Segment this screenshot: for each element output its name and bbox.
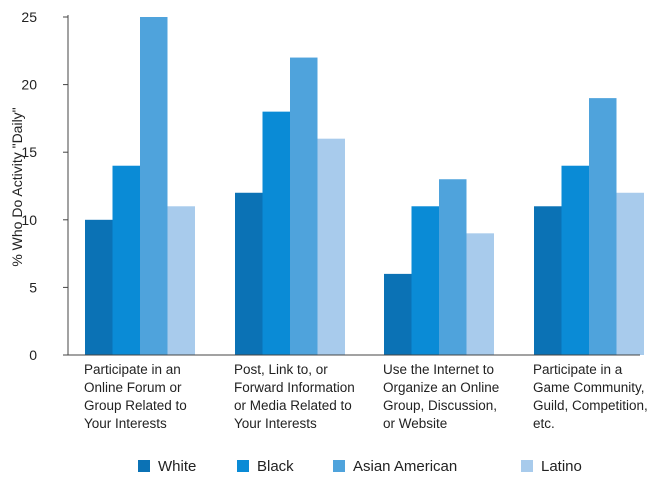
y-tick-label: 0 (29, 347, 37, 363)
category-label: Participate in a Game Community, Guild, Co… (533, 362, 648, 431)
y-tick-label: 15 (21, 144, 37, 160)
category-label-line: Forward Information (234, 380, 355, 395)
y-tick-label: 20 (21, 77, 37, 93)
legend-swatch (521, 460, 533, 472)
bar (561, 165, 589, 355)
bar (534, 206, 562, 355)
bar (466, 233, 494, 355)
category-label: Post, Link to, or Forward Information or M… (234, 362, 355, 431)
y-axis-label: % Who Do Activity "Daily" (9, 107, 25, 266)
category-label-line: Participate in an (84, 362, 181, 377)
category-label-line: etc. (533, 416, 555, 431)
category-label-line: Group, Discussion, (383, 398, 497, 413)
y-axis: 0 5 10 15 20 25 (21, 9, 69, 363)
legend-label: Asian American (353, 458, 457, 475)
bar (439, 179, 467, 355)
category-label-line: Participate in a (533, 362, 623, 377)
category-label-line: Use the Internet to (383, 362, 494, 377)
category-label-line: Game Community, (533, 380, 645, 395)
bar (85, 219, 113, 355)
bar (167, 206, 195, 355)
bar (112, 165, 140, 355)
category-label: Use the Internet to Organize an Online Gro… (383, 362, 499, 431)
category-label-line: Guild, Competition, (533, 398, 648, 413)
legend: White Black Asian American Latino (138, 458, 582, 475)
category-label-line: Online Forum or (84, 380, 182, 395)
bar (384, 273, 412, 355)
y-tick-label: 5 (29, 279, 37, 295)
y-tick-label: 10 (21, 212, 37, 228)
category-label-line: or Website (383, 416, 447, 431)
category-label: Participate in an Online Forum or Group Re… (84, 362, 187, 431)
legend-swatch (333, 460, 345, 472)
legend-label: Black (257, 458, 294, 475)
bar (290, 57, 318, 356)
y-tick-label: 25 (21, 9, 37, 25)
bar (140, 17, 168, 355)
bar (262, 111, 290, 355)
legend-swatch (138, 460, 150, 472)
category-label-line: Organize an Online (383, 380, 499, 395)
bar (411, 206, 439, 355)
category-label-line: Post, Link to, or (234, 362, 328, 377)
bar (235, 192, 263, 355)
bar (317, 138, 345, 355)
category-label-line: Your Interests (84, 416, 167, 431)
legend-label: Latino (541, 458, 582, 475)
legend-swatch (237, 460, 249, 472)
category-label-line: or Media Related to (234, 398, 352, 413)
bar (616, 192, 644, 355)
legend-label: White (158, 458, 196, 475)
bar (589, 98, 617, 356)
category-label-line: Group Related to (84, 398, 187, 413)
category-label-line: Your Interests (234, 416, 317, 431)
bars (85, 17, 644, 356)
x-axis: Participate in an Online Forum or Group Re… (68, 354, 648, 431)
